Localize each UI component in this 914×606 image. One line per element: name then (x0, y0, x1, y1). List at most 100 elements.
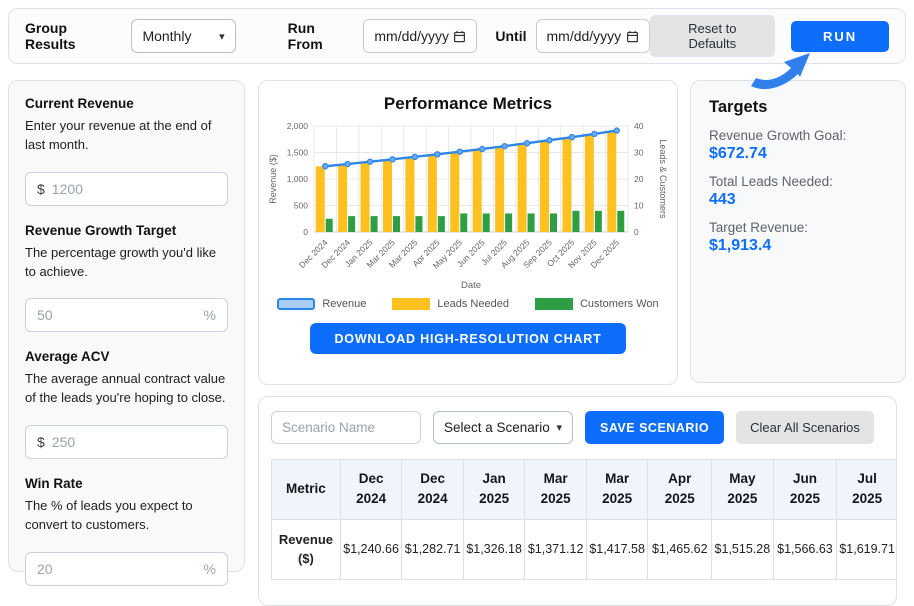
column-header: May 2025 (711, 459, 774, 520)
calendar-icon (454, 30, 466, 42)
dollar-prefix: $ (37, 180, 45, 197)
run-button[interactable]: RUN (791, 20, 890, 52)
svg-text:40: 40 (634, 121, 644, 131)
bar-customers-won (617, 210, 625, 232)
bar-customers-won (415, 216, 423, 232)
column-header: Jul 2025 (836, 459, 896, 520)
bar-leads-needed (517, 143, 527, 232)
legend-label: Revenue (322, 298, 367, 310)
percent-suffix: % (203, 307, 216, 324)
until-date-input[interactable]: mm/dd/yyyy (535, 19, 650, 53)
table-cell: $1,566.63 (772, 518, 838, 580)
line-point (411, 153, 419, 161)
line-point (322, 163, 329, 170)
field-description: The average annual contract value of the… (25, 371, 226, 406)
run-from-date-input[interactable]: mm/dd/yyyy (363, 19, 478, 53)
line-point (366, 158, 374, 165)
svg-text:Leads & Customers: Leads & Customers (658, 139, 668, 219)
chart-title: Performance Metrics (383, 94, 553, 113)
svg-text:10: 10 (634, 201, 644, 211)
table-row: Revenue ($) $1,240.66 $1,282.71 $1,326.18 $1… (271, 518, 896, 580)
win-rate-input[interactable]: % (25, 551, 228, 586)
column-header: Mar 2025 (585, 459, 649, 520)
win-rate-field[interactable] (37, 560, 198, 577)
bar-leads-needed (495, 146, 505, 232)
bar-leads-needed (383, 159, 392, 232)
target-label: Total Leads Needed: (709, 174, 833, 189)
field-revenue-growth-target: Revenue Growth Target The percentage gro… (25, 223, 228, 333)
save-scenario-button[interactable]: SAVE SCENARIO (585, 411, 725, 444)
inputs-sidebar: Current Revenue Enter your revenue at th… (8, 80, 245, 586)
field-label: Revenue Growth Target (25, 222, 177, 238)
svg-text:0: 0 (634, 227, 639, 237)
scenario-controls: Select a Scenario ▾ SAVE SCENARIO Clear … (271, 411, 884, 444)
line-revenue (325, 129, 617, 168)
field-win-rate: Win Rate The % of leads you expect to co… (25, 476, 228, 586)
bar-leads-needed (427, 154, 437, 232)
field-label: Win Rate (25, 476, 83, 492)
growth-target-field[interactable] (37, 307, 198, 324)
line-point (456, 148, 463, 155)
bar-leads-needed (472, 149, 482, 232)
scenario-select[interactable]: Select a Scenario ▾ (433, 411, 573, 444)
group-by-value: Monthly (142, 28, 192, 44)
field-description: The percentage growth you'd like to achi… (25, 244, 217, 279)
clear-scenarios-button[interactable]: Clear All Scenarios (736, 411, 874, 444)
average-acv-input[interactable]: $ (25, 425, 228, 460)
target-value: 443 (709, 191, 736, 208)
field-description: The % of leads you expect to convert to … (25, 498, 193, 532)
bar-customers-won (348, 216, 356, 232)
target-value: $1,913.4 (709, 237, 772, 254)
legend-label: Customers Won (579, 298, 659, 310)
metrics-table-container[interactable]: Metric Dec 2024 Dec 2024 Jan 2025 Mar 2025 Ma… (271, 459, 896, 580)
table-cell: $1,417.58 (585, 518, 649, 580)
calendar-icon (626, 30, 638, 42)
until-placeholder: mm/dd/yyyy (546, 28, 622, 44)
bar-customers-won (460, 213, 468, 232)
average-acv-field[interactable] (51, 434, 216, 451)
svg-text:2,000: 2,000 (287, 121, 309, 131)
legend-item-leads: Leads Needed (392, 298, 509, 310)
group-by-select[interactable]: Monthly ▾ (131, 19, 236, 53)
column-header: Apr 2025 (647, 459, 713, 520)
bar-customers-won (370, 216, 378, 232)
bar-customers-won (594, 210, 602, 232)
target-item: Target Revenue: $1,913.4 (709, 220, 887, 255)
svg-text:30: 30 (634, 148, 644, 158)
target-item: Total Leads Needed: 443 (709, 174, 887, 209)
svg-text:0: 0 (303, 227, 308, 237)
growth-target-input[interactable]: % (25, 298, 228, 333)
table-cell: $1,619.71 (836, 518, 896, 580)
column-header: Metric (271, 459, 341, 520)
legend-item-revenue: Revenue (277, 298, 366, 310)
bar-leads-needed (360, 161, 370, 232)
chart-legend: Revenue Leads Needed Customers Won (259, 298, 677, 310)
reset-to-defaults-button[interactable]: Reset to Defaults (649, 15, 776, 57)
scenario-table-body: Revenue ($) $1,240.66 $1,282.71 $1,326.18 $1… (271, 518, 896, 580)
scenario-name-input[interactable] (271, 411, 421, 444)
field-average-acv: Average ACV The average annual contract … (25, 349, 228, 460)
bar-customers-won (550, 213, 557, 232)
bar-customers-won (572, 210, 580, 232)
column-header: Dec 2024 (401, 459, 464, 520)
current-revenue-field[interactable] (51, 180, 216, 197)
bar-leads-needed (315, 166, 325, 232)
line-point (546, 137, 553, 144)
download-chart-button[interactable]: DOWNLOAD HIGH-RESOLUTION CHART (310, 323, 626, 354)
leads-swatch-icon (392, 298, 431, 310)
row-label: Revenue ($) (271, 518, 341, 580)
line-point (613, 127, 620, 134)
legend-item-customers: Customers Won (534, 298, 659, 310)
targets-title: Targets (709, 98, 768, 116)
scenario-table-head: Metric Dec 2024 Dec 2024 Jan 2025 Mar 2025 Ma… (271, 459, 896, 520)
line-point (389, 156, 396, 163)
svg-text:500: 500 (294, 201, 308, 211)
field-current-revenue: Current Revenue Enter your revenue at th… (25, 96, 228, 206)
column-header: Dec 2024 (339, 459, 403, 520)
column-header: Jun 2025 (772, 459, 838, 520)
run-from-placeholder: mm/dd/yyyy (374, 28, 450, 44)
target-item: Revenue Growth Goal: $672.74 (709, 128, 887, 163)
bar-customers-won (482, 213, 490, 232)
line-point (523, 140, 531, 147)
current-revenue-input[interactable]: $ (25, 171, 228, 206)
